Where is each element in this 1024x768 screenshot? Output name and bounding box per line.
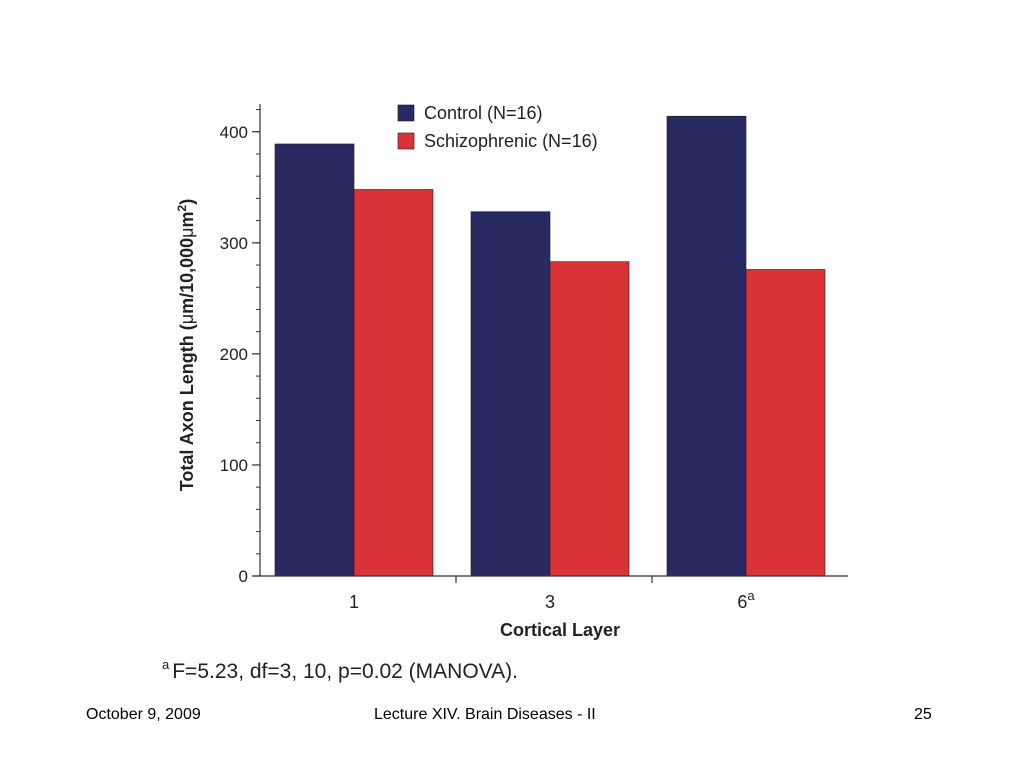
chart-legend: Control (N=16) Schizophrenic (N=16) [397, 103, 598, 151]
footnote-marker: a [162, 657, 170, 672]
footer-title: Lecture XIV. Brain Diseases - II [374, 706, 596, 723]
x-tick-label: 1 [349, 592, 359, 612]
legend-swatch [397, 104, 415, 122]
footnote-text: F=5.23, df=3, 10, p=0.02 (MANOVA). [172, 660, 518, 683]
bar-control-layer-1 [274, 143, 355, 577]
legend-swatch [397, 132, 415, 150]
bars-layer [274, 115, 826, 577]
y-tick-label: 400 [220, 123, 248, 142]
chart-footnote: a F=5.23, df=3, 10, p=0.02 (MANOVA). [162, 657, 518, 684]
bar-schizophrenic-layer-3 [549, 261, 630, 577]
bar-control-layer-6 [666, 115, 747, 577]
y-tick-label: 300 [220, 234, 248, 253]
axes-layer: 0 100 200 300 400 1 3 6a [220, 104, 848, 612]
bar-control-layer-3 [470, 211, 551, 577]
x-tick-label: 6a [737, 588, 755, 612]
x-tick-label: 3 [545, 592, 555, 612]
bar-schizophrenic-layer-1 [353, 189, 434, 577]
bar-chart: 0 100 200 300 400 1 3 6a Control (N=16) Schizoph… [175, 103, 848, 640]
legend-label: Control (N=16) [424, 103, 543, 123]
bar-schizophrenic-layer-6 [745, 269, 826, 577]
footer-date: October 9, 2009 [86, 706, 201, 723]
legend-label: Schizophrenic (N=16) [424, 131, 598, 151]
y-tick-label: 0 [239, 567, 248, 586]
y-tick-label: 200 [220, 345, 248, 364]
y-axis-title: Total Axon Length (μm/10,000μm2) [175, 199, 197, 492]
x-axis-title: Cortical Layer [500, 620, 620, 640]
footer-page-number: 25 [914, 706, 932, 723]
y-tick-label: 100 [220, 456, 248, 475]
